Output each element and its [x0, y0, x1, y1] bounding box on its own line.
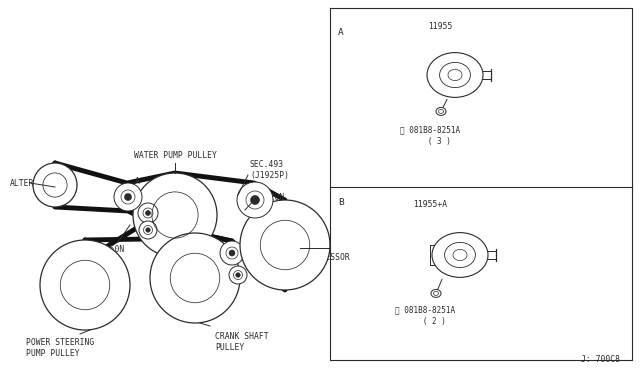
Ellipse shape — [125, 193, 131, 201]
Text: J: 700C8: J: 700C8 — [581, 355, 620, 364]
Ellipse shape — [250, 196, 259, 205]
Ellipse shape — [220, 241, 244, 265]
Text: POWER STEERING
PUMP PULLEY: POWER STEERING PUMP PULLEY — [26, 338, 94, 358]
Text: A: A — [135, 177, 140, 186]
Text: CRANK SHAFT
PULLEY: CRANK SHAFT PULLEY — [215, 332, 269, 352]
Ellipse shape — [237, 182, 273, 218]
Text: 11955: 11955 — [428, 22, 452, 31]
Ellipse shape — [138, 203, 158, 223]
Ellipse shape — [436, 108, 446, 115]
Ellipse shape — [229, 250, 235, 256]
Ellipse shape — [146, 228, 150, 232]
Text: A: A — [338, 28, 344, 37]
Text: 11955+A: 11955+A — [413, 200, 447, 209]
Ellipse shape — [427, 52, 483, 97]
Text: SEC.493
(J1925P): SEC.493 (J1925P) — [250, 160, 289, 180]
Ellipse shape — [145, 211, 150, 215]
Ellipse shape — [240, 200, 330, 290]
Ellipse shape — [33, 163, 77, 207]
Ellipse shape — [229, 266, 247, 284]
Text: WATER PUMP PULLEY: WATER PUMP PULLEY — [134, 151, 216, 160]
Ellipse shape — [139, 221, 157, 239]
Ellipse shape — [432, 232, 488, 278]
Ellipse shape — [133, 173, 217, 257]
Text: Ⓑ 081B8-8251A
      ( 3 ): Ⓑ 081B8-8251A ( 3 ) — [400, 125, 460, 146]
Text: 11950N: 11950N — [95, 245, 124, 254]
Ellipse shape — [431, 289, 441, 297]
Ellipse shape — [236, 273, 240, 277]
Ellipse shape — [114, 183, 142, 211]
Text: B: B — [248, 260, 253, 269]
Text: 11720N: 11720N — [255, 193, 284, 202]
Text: B: B — [338, 198, 344, 207]
Ellipse shape — [150, 233, 240, 323]
Ellipse shape — [40, 240, 130, 330]
Text: Ⓑ 081B8-8251A
      ( 2 ): Ⓑ 081B8-8251A ( 2 ) — [395, 305, 455, 326]
Text: ALTERNATOR: ALTERNATOR — [10, 179, 59, 187]
Text: AIRCON
COMPRESSOR: AIRCON COMPRESSOR — [302, 242, 351, 262]
